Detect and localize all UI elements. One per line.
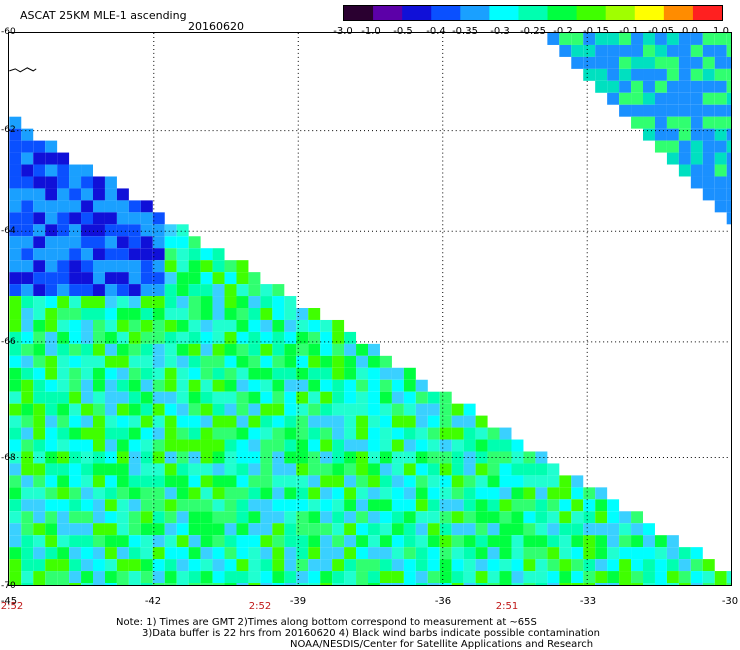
note-line-2: 3)Data buffer is 22 hrs from 20160620 4)… [142,628,600,639]
colorbar-swatch [518,6,549,20]
colorbar-tick-label: -0.15 [583,26,609,37]
colorbar-swatch [605,6,636,20]
product-date: 20160620 [188,20,244,33]
latitude-label: -62 [1,125,16,135]
colorbar-swatch [344,6,374,20]
longitude-label: -45 [0,596,18,607]
time-label: 2:52 [248,601,272,612]
colorbar-swatch [692,6,722,20]
latitude-label: -66 [1,337,16,347]
colorbar-tick-label: 1.0 [713,26,729,37]
colorbar-tick-label: -0.5 [393,26,413,37]
latitude-label: -64 [1,226,16,236]
latitude-label: -70 [1,581,16,591]
time-label: 2:52 [0,601,24,612]
colorbar-swatch [634,6,665,20]
longitude-label: -39 [289,596,307,607]
colorbar-tick-label: -0.05 [648,26,674,37]
latitude-label: -60 [1,27,16,37]
note-line-3: NOAA/NESDIS/Center for Satellite Applica… [290,639,594,650]
colorbar-swatch [547,6,578,20]
graticule [9,33,731,585]
colorbar-tick-label: 0.0 [682,26,698,37]
note-line-1: Note: 1) Times are GMT 2)Times along bot… [116,617,537,628]
colorbar-tick-label: -0.2 [553,26,573,37]
colorbar-swatch [576,6,607,20]
colorbar-swatch [431,6,461,20]
latitude-label: -68 [1,453,16,463]
colorbar-tick-label: -0.35 [452,26,478,37]
colorbar-tick-label: -3.0 [333,26,353,37]
colorbar-tick-label: -1.0 [361,26,381,37]
longitude-label: -33 [579,596,597,607]
colorbar [343,5,723,21]
product-title: ASCAT 25KM MLE-1 ascending [20,9,187,22]
time-label: 2:51 [495,601,519,612]
colorbar-swatch [402,6,432,20]
wind-map [8,32,732,586]
longitude-label: -42 [144,596,162,607]
colorbar-tick-label: -0.4 [426,26,446,37]
colorbar-swatch [663,6,694,20]
longitude-label: -30 [721,596,739,607]
colorbar-swatch [373,6,403,20]
colorbar-tick-label: -0.1 [619,26,639,37]
colorbar-tick-label: -0.25 [520,26,546,37]
colorbar-swatch [460,6,490,20]
longitude-label: -36 [434,596,452,607]
colorbar-swatch [489,6,519,20]
colorbar-tick-label: -0.3 [490,26,510,37]
scatterometer-cells [9,33,731,585]
coastline [9,67,37,73]
